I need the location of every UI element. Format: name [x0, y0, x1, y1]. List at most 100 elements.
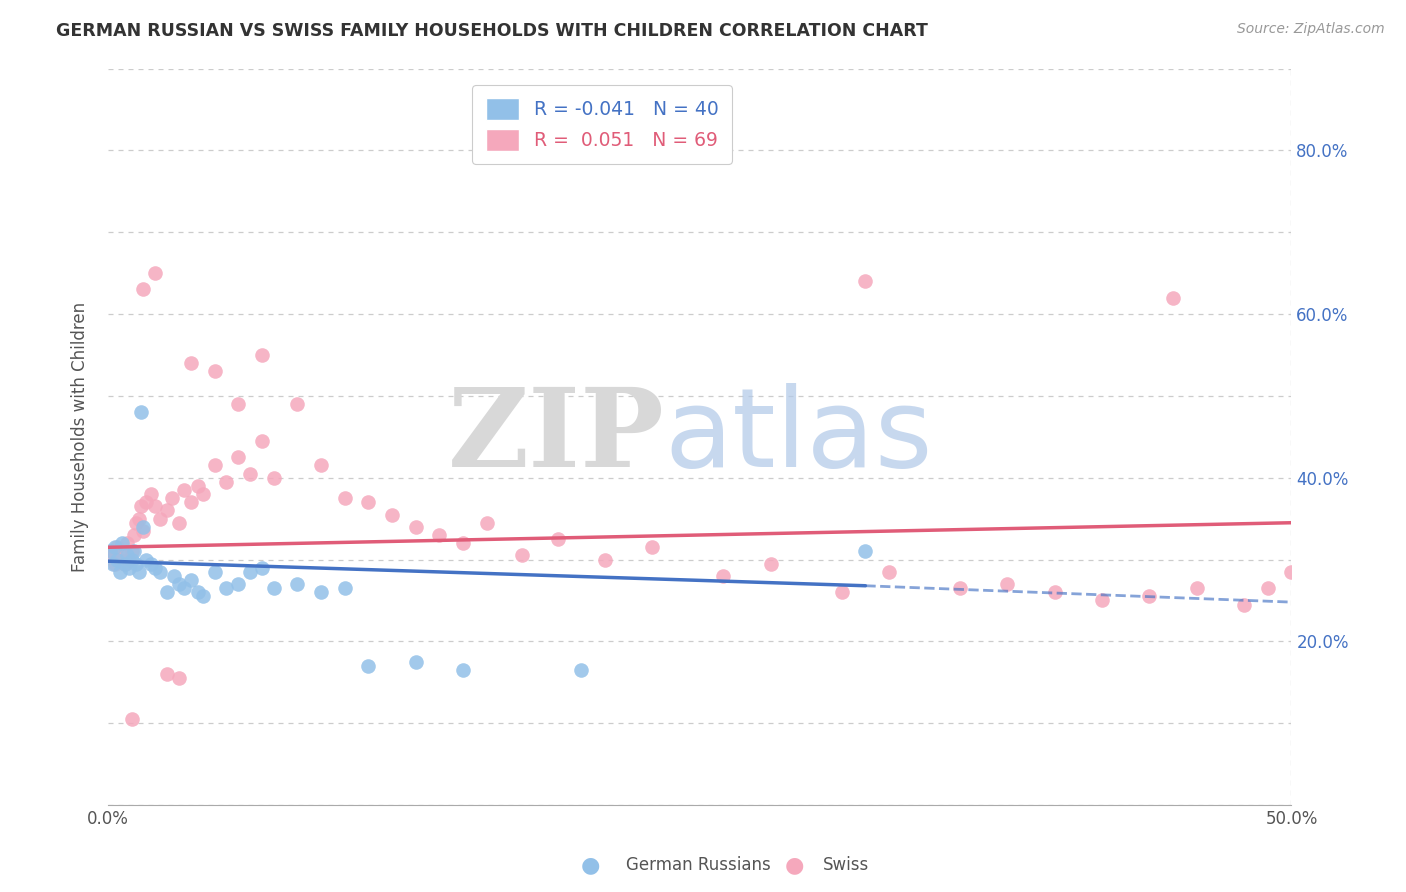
Point — [160, 491, 183, 505]
Point — [713, 569, 735, 583]
Text: ●: ● — [581, 855, 600, 875]
Point — [129, 405, 152, 419]
Point — [831, 585, 853, 599]
Point — [135, 552, 157, 566]
Point — [121, 712, 143, 726]
Point — [949, 581, 972, 595]
Point — [997, 577, 1019, 591]
Point — [101, 544, 124, 558]
Point — [263, 471, 285, 485]
Text: German Russians: German Russians — [626, 856, 770, 874]
Point — [226, 450, 249, 465]
Text: Swiss: Swiss — [823, 856, 869, 874]
Point — [132, 283, 155, 297]
Point — [114, 557, 136, 571]
Point — [128, 511, 150, 525]
Point — [121, 544, 143, 558]
Point — [250, 560, 273, 574]
Point — [163, 569, 186, 583]
Point — [285, 577, 308, 591]
Point — [239, 565, 262, 579]
Point — [132, 524, 155, 538]
Point — [239, 467, 262, 481]
Point — [204, 458, 226, 473]
Point — [855, 274, 877, 288]
Point — [139, 487, 162, 501]
Point — [451, 536, 474, 550]
Y-axis label: Family Households with Children: Family Households with Children — [72, 301, 89, 572]
Point — [143, 560, 166, 574]
Point — [167, 671, 190, 685]
Point — [173, 581, 195, 595]
Point — [1185, 581, 1208, 595]
Point — [215, 475, 238, 489]
Point — [156, 667, 179, 681]
Point — [128, 565, 150, 579]
Point — [475, 516, 498, 530]
Point — [115, 549, 138, 563]
Point — [107, 541, 129, 555]
Point — [118, 560, 141, 574]
Point — [309, 585, 332, 599]
Point — [1091, 593, 1114, 607]
Point — [1043, 585, 1066, 599]
Point — [357, 659, 380, 673]
Point — [101, 557, 124, 571]
Point — [139, 557, 162, 571]
Point — [877, 565, 900, 579]
Point — [641, 541, 664, 555]
Point — [122, 528, 145, 542]
Point — [191, 590, 214, 604]
Point — [569, 663, 592, 677]
Point — [156, 585, 179, 599]
Point — [108, 552, 131, 566]
Point — [333, 491, 356, 505]
Point — [167, 516, 190, 530]
Point — [333, 581, 356, 595]
Point — [121, 552, 143, 566]
Point — [108, 565, 131, 579]
Point — [122, 544, 145, 558]
Point — [1139, 590, 1161, 604]
Point — [547, 532, 569, 546]
Point — [1161, 291, 1184, 305]
Point — [98, 544, 121, 558]
Text: atlas: atlas — [664, 384, 932, 491]
Point — [405, 520, 427, 534]
Legend: R = -0.041   N = 40, R =  0.051   N = 69: R = -0.041 N = 40, R = 0.051 N = 69 — [472, 86, 733, 164]
Point — [357, 495, 380, 509]
Point — [1257, 581, 1279, 595]
Point — [143, 500, 166, 514]
Point — [191, 487, 214, 501]
Point — [855, 544, 877, 558]
Point — [451, 663, 474, 677]
Text: ●: ● — [785, 855, 804, 875]
Point — [149, 565, 172, 579]
Point — [250, 348, 273, 362]
Point — [104, 557, 127, 571]
Point — [143, 266, 166, 280]
Point — [285, 397, 308, 411]
Point — [1281, 565, 1303, 579]
Point — [427, 528, 450, 542]
Point — [125, 516, 148, 530]
Point — [180, 495, 202, 509]
Point — [759, 557, 782, 571]
Point — [593, 552, 616, 566]
Point — [125, 557, 148, 571]
Point — [111, 536, 134, 550]
Point — [115, 536, 138, 550]
Point — [263, 581, 285, 595]
Point — [187, 585, 209, 599]
Text: Source: ZipAtlas.com: Source: ZipAtlas.com — [1237, 22, 1385, 37]
Text: ZIP: ZIP — [447, 384, 664, 491]
Point — [118, 552, 141, 566]
Point — [381, 508, 404, 522]
Point — [204, 565, 226, 579]
Point — [180, 573, 202, 587]
Point — [187, 479, 209, 493]
Point — [226, 397, 249, 411]
Point — [104, 541, 127, 555]
Point — [215, 581, 238, 595]
Point — [250, 434, 273, 448]
